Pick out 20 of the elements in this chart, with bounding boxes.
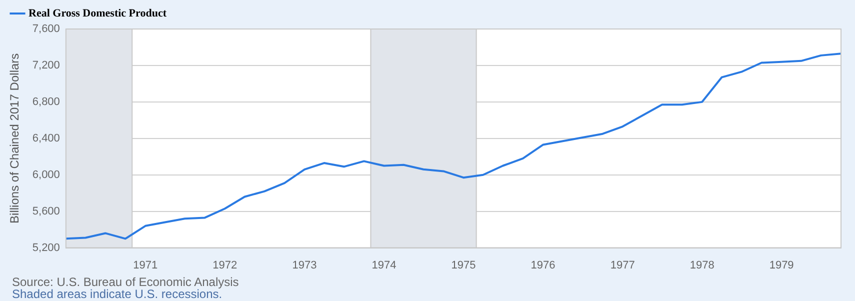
x-tick-label: 1974 [372, 259, 396, 272]
y-tick-label: 6,000 [32, 168, 60, 181]
x-tick-label: 1977 [610, 259, 635, 272]
source-note: Source: U.S. Bureau of Economic Analysis [12, 275, 239, 289]
legend-label: Real Gross Domestic Product [28, 7, 167, 20]
y-tick-label: 6,800 [32, 96, 60, 108]
x-tick-label: 1972 [212, 259, 238, 272]
y-tick-label: 7,600 [32, 23, 60, 36]
x-tick-label: 1975 [451, 259, 476, 272]
x-tick-label: 1976 [530, 259, 556, 272]
y-tick-label: 7,200 [32, 60, 60, 72]
text: Shaded areas indicate U.S. recessions. [12, 287, 222, 301]
y-tick-label: 5,600 [32, 205, 60, 218]
x-tick-label: 1978 [690, 259, 714, 272]
y-tick-label: 6,400 [32, 132, 60, 144]
x-tick-label: 1973 [292, 259, 317, 272]
y-axis-title: Billions of Chained 2017 Dollars [8, 53, 22, 224]
x-tick-label: 1979 [769, 259, 794, 272]
y-tick-label: 5,200 [32, 242, 60, 254]
x-tick-label: 1971 [133, 259, 158, 272]
